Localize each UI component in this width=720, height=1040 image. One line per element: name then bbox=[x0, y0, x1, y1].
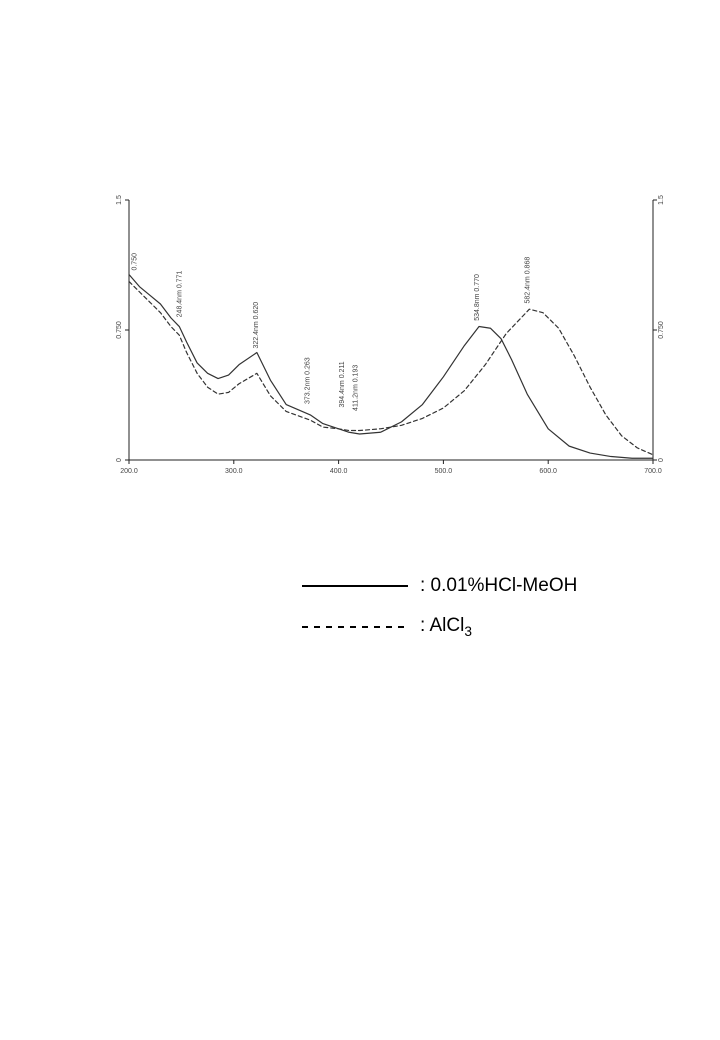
svg-text:394.4nm 0.211: 394.4nm 0.211 bbox=[339, 361, 346, 407]
svg-text:582.4nm 0.868: 582.4nm 0.868 bbox=[524, 257, 531, 304]
svg-text:411.2nm 0.193: 411.2nm 0.193 bbox=[352, 365, 359, 411]
svg-text:0: 0 bbox=[658, 458, 665, 462]
legend-item-solid: : 0.01%HCl-MeOH bbox=[300, 575, 660, 597]
legend-swatch-solid bbox=[300, 575, 410, 597]
chart-svg: 200.0 300.0 400.0 500.0 600.0 700.0 0 0.750 1.5 0… bbox=[95, 190, 681, 486]
svg-text:1.5: 1.5 bbox=[116, 195, 123, 205]
svg-text:248.4nm 0.771: 248.4nm 0.771 bbox=[176, 271, 183, 318]
legend-label: : 0.01%HCl-MeOH bbox=[420, 575, 577, 597]
svg-text:0.750: 0.750 bbox=[658, 321, 665, 339]
svg-text:0.750: 0.750 bbox=[131, 253, 138, 271]
legend-swatch-dashed bbox=[300, 616, 410, 638]
svg-text:400.0: 400.0 bbox=[330, 468, 348, 475]
spectrum-chart: 200.0 300.0 400.0 500.0 600.0 700.0 0 0.750 1.5 0… bbox=[95, 190, 681, 486]
svg-text:700.0: 700.0 bbox=[644, 468, 662, 475]
svg-text:200.0: 200.0 bbox=[120, 468, 138, 475]
svg-text:0: 0 bbox=[116, 458, 123, 462]
svg-text:500.0: 500.0 bbox=[435, 468, 453, 475]
legend-label: : AlCl3 bbox=[420, 615, 472, 639]
legend-item-dashed: : AlCl3 bbox=[300, 615, 660, 639]
svg-text:322.4nm 0.620: 322.4nm 0.620 bbox=[253, 302, 260, 349]
svg-text:373.2nm 0.263: 373.2nm 0.263 bbox=[304, 357, 311, 404]
page: 200.0 300.0 400.0 500.0 600.0 700.0 0 0.750 1.5 0… bbox=[0, 0, 720, 1040]
legend: : 0.01%HCl-MeOH : AlCl3 bbox=[300, 575, 660, 657]
svg-text:0.750: 0.750 bbox=[116, 321, 123, 339]
svg-text:600.0: 600.0 bbox=[539, 468, 557, 475]
svg-text:534.8nm 0.770: 534.8nm 0.770 bbox=[474, 274, 481, 321]
svg-text:1.5: 1.5 bbox=[658, 195, 665, 205]
svg-text:300.0: 300.0 bbox=[225, 468, 243, 475]
